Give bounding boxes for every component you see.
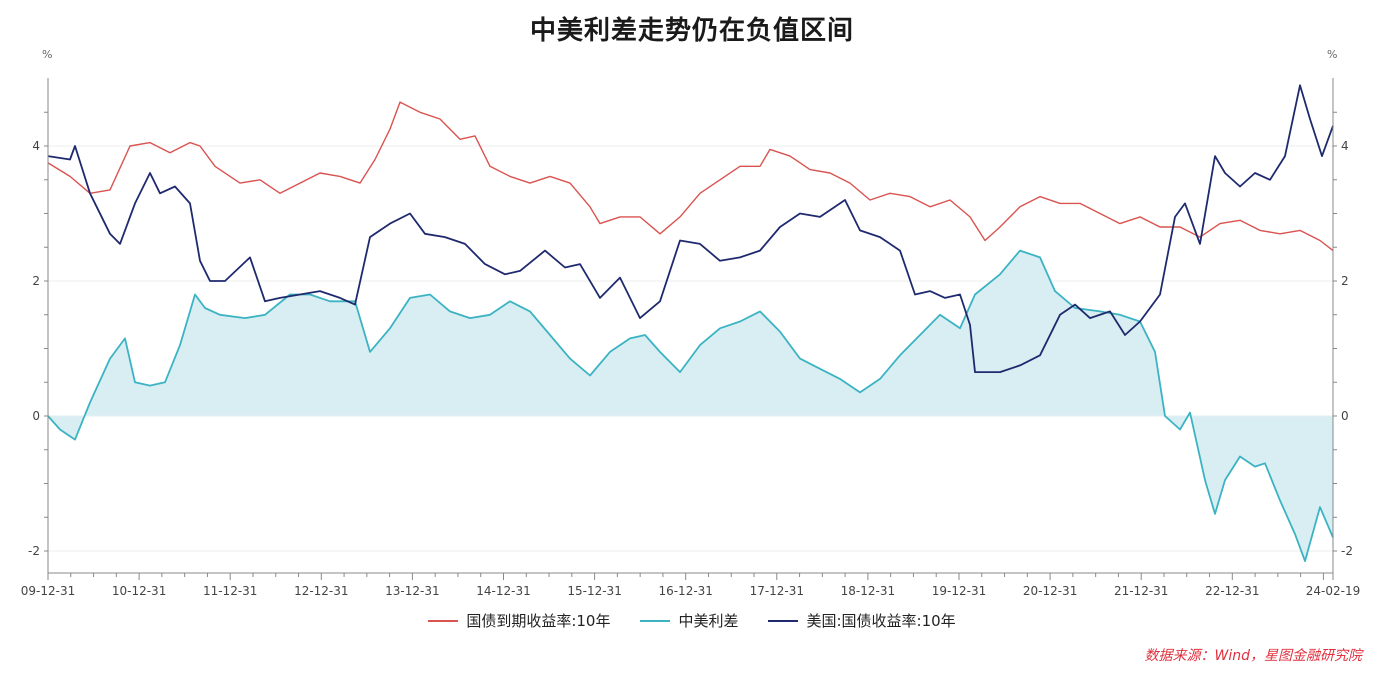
axes: -2 -2 0 0 2 2 4 4 09-12-31 10-12-31 11-12-31 12-12-… bbox=[21, 78, 1360, 598]
x-tick-label: 15-12-31 bbox=[567, 584, 621, 598]
chart-plot: -2 -2 0 0 2 2 4 4 09-12-31 10-12-31 11-12-31 12-12-… bbox=[21, 48, 1360, 598]
legend-item-spread[interactable]: 中美利差 bbox=[640, 610, 738, 631]
x-tick-label: 24-02-19 bbox=[1306, 584, 1360, 598]
x-tick-label: 18-12-31 bbox=[841, 584, 895, 598]
legend-label: 美国:国债收益率:10年 bbox=[806, 612, 956, 630]
x-tick-label: 14-12-31 bbox=[476, 584, 530, 598]
x-tick-label: 22-12-31 bbox=[1205, 584, 1259, 598]
legend-swatch-navy bbox=[768, 619, 799, 622]
y-tick-label-left: 0 bbox=[32, 409, 40, 423]
y-tick-label-right: 2 bbox=[1341, 274, 1349, 288]
y-tick-label-right: 0 bbox=[1341, 409, 1349, 423]
y-tick-label-right: 4 bbox=[1341, 139, 1349, 153]
x-tick-label: 11-12-31 bbox=[203, 584, 257, 598]
x-tick-label: 20-12-31 bbox=[1023, 584, 1077, 598]
x-tick-label: 21-12-31 bbox=[1114, 584, 1168, 598]
y-tick-label-right: -2 bbox=[1341, 544, 1353, 558]
x-tick-label: 09-12-31 bbox=[21, 584, 75, 598]
x-tick-label: 17-12-31 bbox=[750, 584, 804, 598]
right-axis-unit: % bbox=[1327, 48, 1337, 61]
legend-swatch-red bbox=[428, 619, 459, 622]
legend-item-china-10y[interactable]: 国债到期收益率:10年 bbox=[428, 610, 610, 631]
x-tick-label: 12-12-31 bbox=[294, 584, 348, 598]
data-source-note: 数据来源：Wind，星图金融研究院 bbox=[1144, 648, 1363, 664]
us-10y-line bbox=[47, 84, 1334, 374]
legend: 国债到期收益率:10年 中美利差 美国:国债收益率:10年 bbox=[0, 610, 1384, 631]
china-10y-line bbox=[47, 101, 1334, 252]
x-tick-label: 19-12-31 bbox=[932, 584, 986, 598]
legend-label: 中美利差 bbox=[678, 612, 739, 630]
chart-title: 中美利差走势仍在负值区间 bbox=[529, 16, 854, 46]
x-tick-label: 13-12-31 bbox=[385, 584, 439, 598]
series-lines bbox=[47, 84, 1334, 562]
y-tick-label-left: 4 bbox=[32, 139, 40, 153]
y-tick-label-left: 2 bbox=[32, 274, 40, 288]
spread-area-fill bbox=[48, 250, 1333, 562]
y-tick-label-left: -2 bbox=[28, 544, 40, 558]
spread-line bbox=[47, 249, 1334, 562]
legend-item-us-10y[interactable]: 美国:国债收益率:10年 bbox=[768, 610, 956, 631]
x-tick-label: 16-12-31 bbox=[658, 584, 712, 598]
x-tick-label: 10-12-31 bbox=[112, 584, 166, 598]
left-axis-unit: % bbox=[42, 48, 52, 61]
legend-label: 国债到期收益率:10年 bbox=[466, 612, 611, 630]
legend-swatch-teal bbox=[640, 619, 671, 622]
